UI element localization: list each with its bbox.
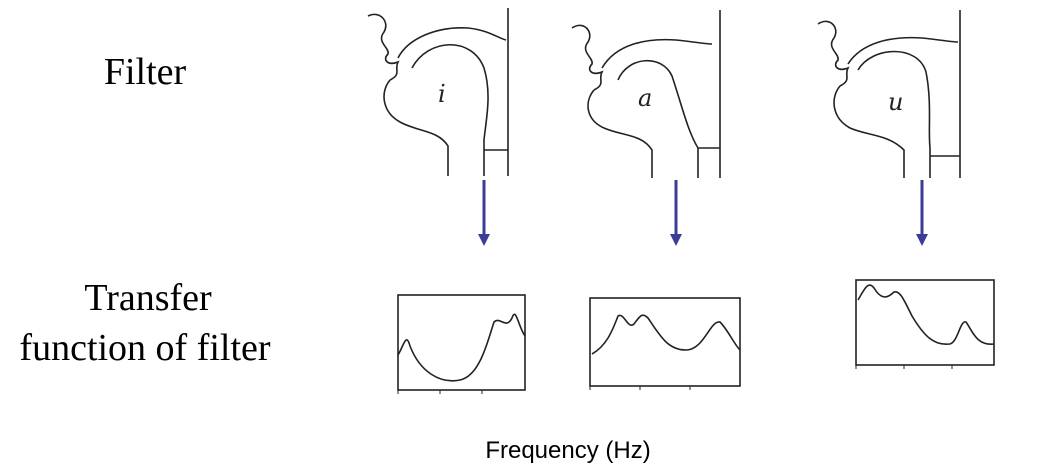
vowel-label: a [638,84,652,112]
transfer-plot [397,294,526,394]
vocal-tract: u [817,10,961,178]
vocal-tract: a [571,10,721,178]
vowel-label: i [438,80,446,108]
transfer-plot [855,279,995,369]
transfer-plot [589,297,741,390]
arrow [916,180,928,246]
x-axis-label: Frequency (Hz) [485,437,650,464]
transfer-label: Transfer [84,277,212,319]
arrow [478,180,490,246]
vocal-tract: i [367,8,509,176]
filter-label: Filter [104,51,187,93]
vowel-label: u [888,88,903,116]
arrow [670,180,682,246]
transfer-label: function of filter [19,327,270,369]
